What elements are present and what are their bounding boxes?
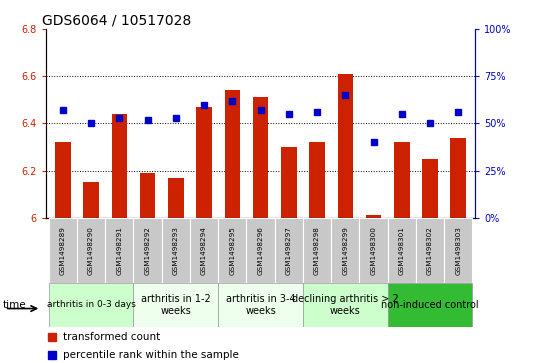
Bar [246,218,275,283]
Bar [253,97,268,218]
Bar [218,283,303,327]
Bar [388,218,416,283]
Bar [112,114,127,218]
Bar [360,218,388,283]
Text: GSM1498297: GSM1498297 [286,226,292,275]
Text: GSM1498298: GSM1498298 [314,226,320,275]
Bar [77,218,105,283]
Text: percentile rank within the sample: percentile rank within the sample [63,350,239,360]
Bar [105,218,133,283]
Bar [190,218,218,283]
Bar [83,182,99,218]
Bar [450,138,466,218]
Text: non-induced control: non-induced control [381,300,479,310]
Bar [168,178,184,218]
Text: transformed count: transformed count [63,332,160,342]
Bar [55,142,71,218]
Bar [161,218,190,283]
Text: declining arthritis > 2
weeks: declining arthritis > 2 weeks [292,294,399,316]
Text: GSM1498301: GSM1498301 [399,226,405,275]
Text: GSM1498302: GSM1498302 [427,226,433,275]
Text: GSM1498300: GSM1498300 [370,226,376,275]
Bar [218,218,246,283]
Bar [366,216,381,218]
Text: GSM1498295: GSM1498295 [230,226,235,275]
Bar [133,218,161,283]
Bar [416,218,444,283]
Bar [303,218,331,283]
Text: arthritis in 0-3 days: arthritis in 0-3 days [46,301,136,309]
Text: GSM1498303: GSM1498303 [455,226,461,275]
Text: time: time [3,300,26,310]
Bar [309,142,325,218]
Bar [422,159,438,218]
Text: arthritis in 1-2
weeks: arthritis in 1-2 weeks [141,294,211,316]
Text: GSM1498290: GSM1498290 [88,226,94,275]
Bar [303,283,388,327]
Bar [49,218,77,283]
Bar [388,283,472,327]
Text: GSM1498292: GSM1498292 [145,226,151,275]
Bar [275,218,303,283]
Text: GSM1498299: GSM1498299 [342,226,348,275]
Text: GDS6064 / 10517028: GDS6064 / 10517028 [42,14,191,28]
Bar [133,283,218,327]
Bar [394,142,409,218]
Bar [281,147,296,218]
Bar [331,218,360,283]
Text: GSM1498289: GSM1498289 [60,226,66,275]
Bar [140,173,156,218]
Text: arthritis in 3-4
weeks: arthritis in 3-4 weeks [226,294,295,316]
Bar [225,90,240,218]
Text: GSM1498293: GSM1498293 [173,226,179,275]
Bar [197,107,212,218]
Text: GSM1498294: GSM1498294 [201,226,207,275]
Bar [444,218,472,283]
Text: GSM1498291: GSM1498291 [116,226,123,275]
Bar [338,74,353,218]
Text: GSM1498296: GSM1498296 [258,226,264,275]
Bar [49,283,133,327]
